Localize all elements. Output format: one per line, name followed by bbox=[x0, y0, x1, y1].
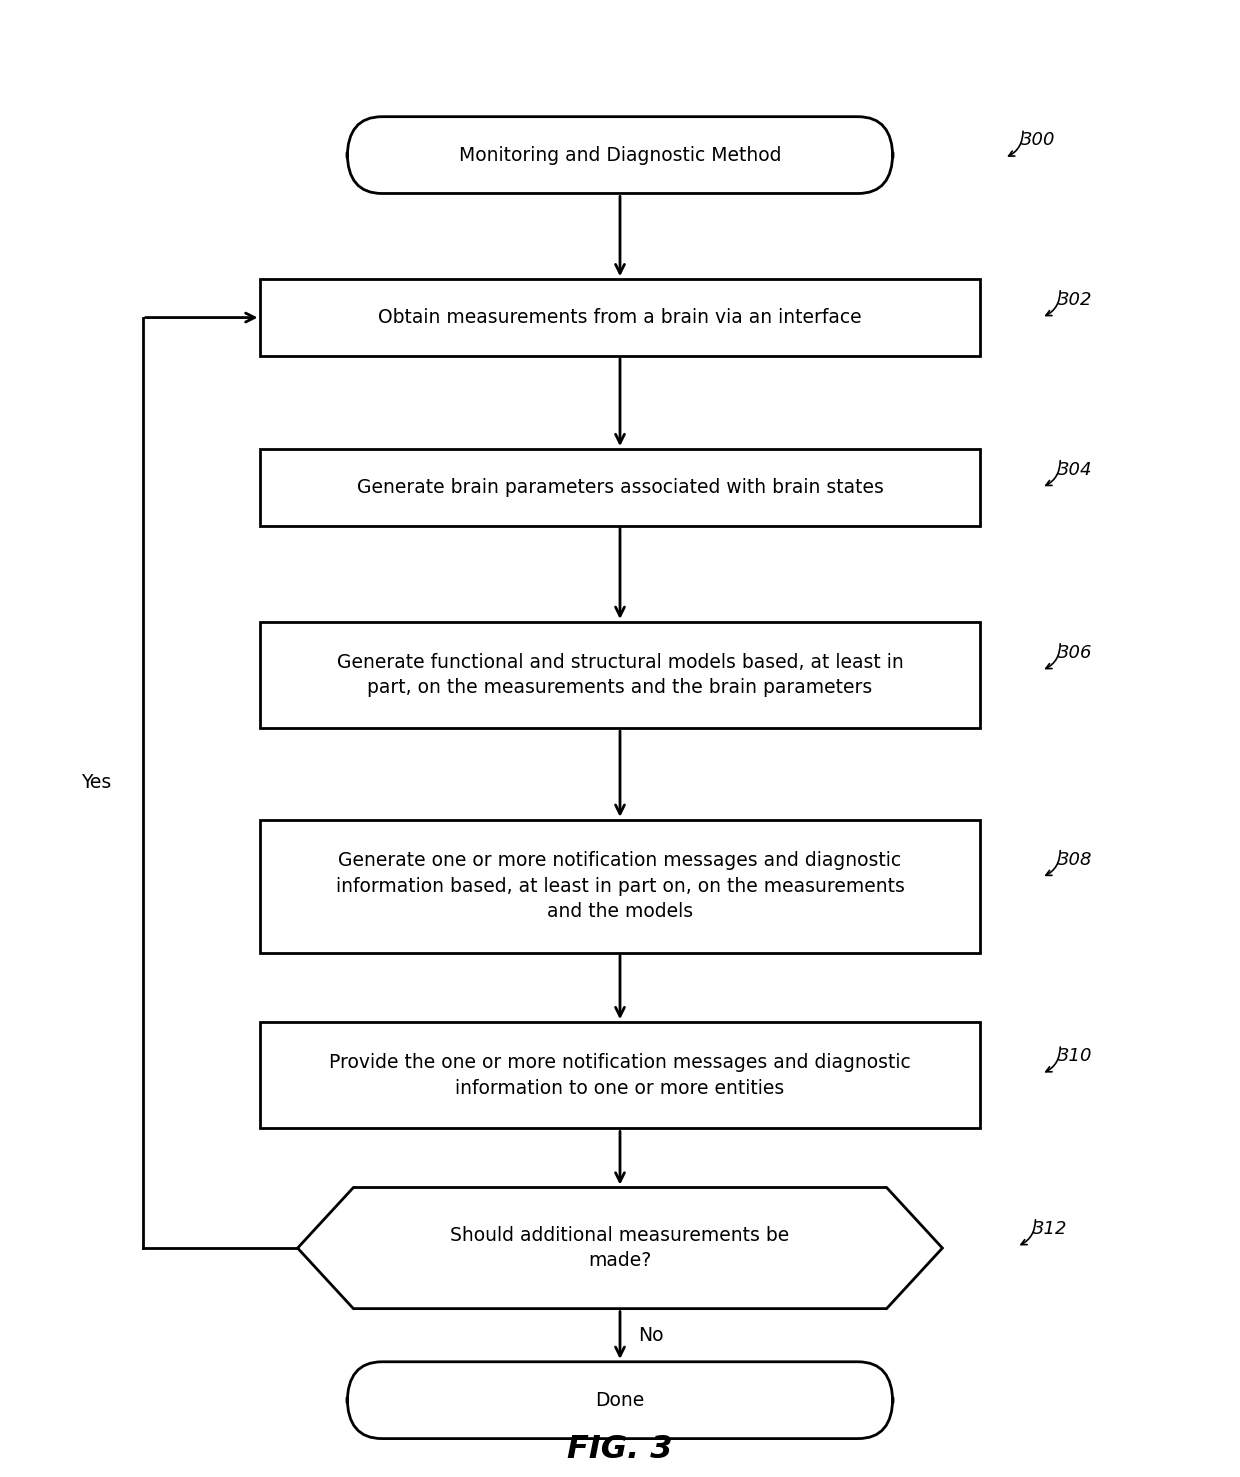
Text: No: No bbox=[639, 1326, 663, 1344]
Text: 306: 306 bbox=[1058, 644, 1092, 662]
Text: 304: 304 bbox=[1058, 461, 1092, 479]
FancyBboxPatch shape bbox=[347, 117, 893, 193]
Text: Generate brain parameters associated with brain states: Generate brain parameters associated wit… bbox=[357, 479, 883, 496]
FancyBboxPatch shape bbox=[347, 1362, 893, 1439]
Text: FIG. 3: FIG. 3 bbox=[567, 1434, 673, 1465]
Bar bbox=[260, 622, 980, 728]
Text: Yes: Yes bbox=[82, 774, 112, 792]
Text: 302: 302 bbox=[1058, 291, 1092, 309]
Polygon shape bbox=[298, 1188, 942, 1309]
Text: Should additional measurements be
made?: Should additional measurements be made? bbox=[450, 1226, 790, 1270]
Text: Obtain measurements from a brain via an interface: Obtain measurements from a brain via an … bbox=[378, 309, 862, 326]
Text: Provide the one or more notification messages and diagnostic
information to one : Provide the one or more notification mes… bbox=[329, 1053, 911, 1097]
Bar bbox=[260, 820, 980, 953]
Text: Done: Done bbox=[595, 1391, 645, 1409]
Text: 312: 312 bbox=[1033, 1220, 1068, 1238]
Bar bbox=[260, 449, 980, 526]
Text: 310: 310 bbox=[1058, 1047, 1092, 1065]
Bar bbox=[260, 279, 980, 356]
Text: Monitoring and Diagnostic Method: Monitoring and Diagnostic Method bbox=[459, 146, 781, 164]
Bar bbox=[260, 1022, 980, 1128]
Text: Generate functional and structural models based, at least in
part, on the measur: Generate functional and structural model… bbox=[336, 653, 904, 697]
Text: 308: 308 bbox=[1058, 851, 1092, 868]
Text: 300: 300 bbox=[1021, 131, 1055, 149]
Text: Generate one or more notification messages and diagnostic
information based, at : Generate one or more notification messag… bbox=[336, 851, 904, 922]
